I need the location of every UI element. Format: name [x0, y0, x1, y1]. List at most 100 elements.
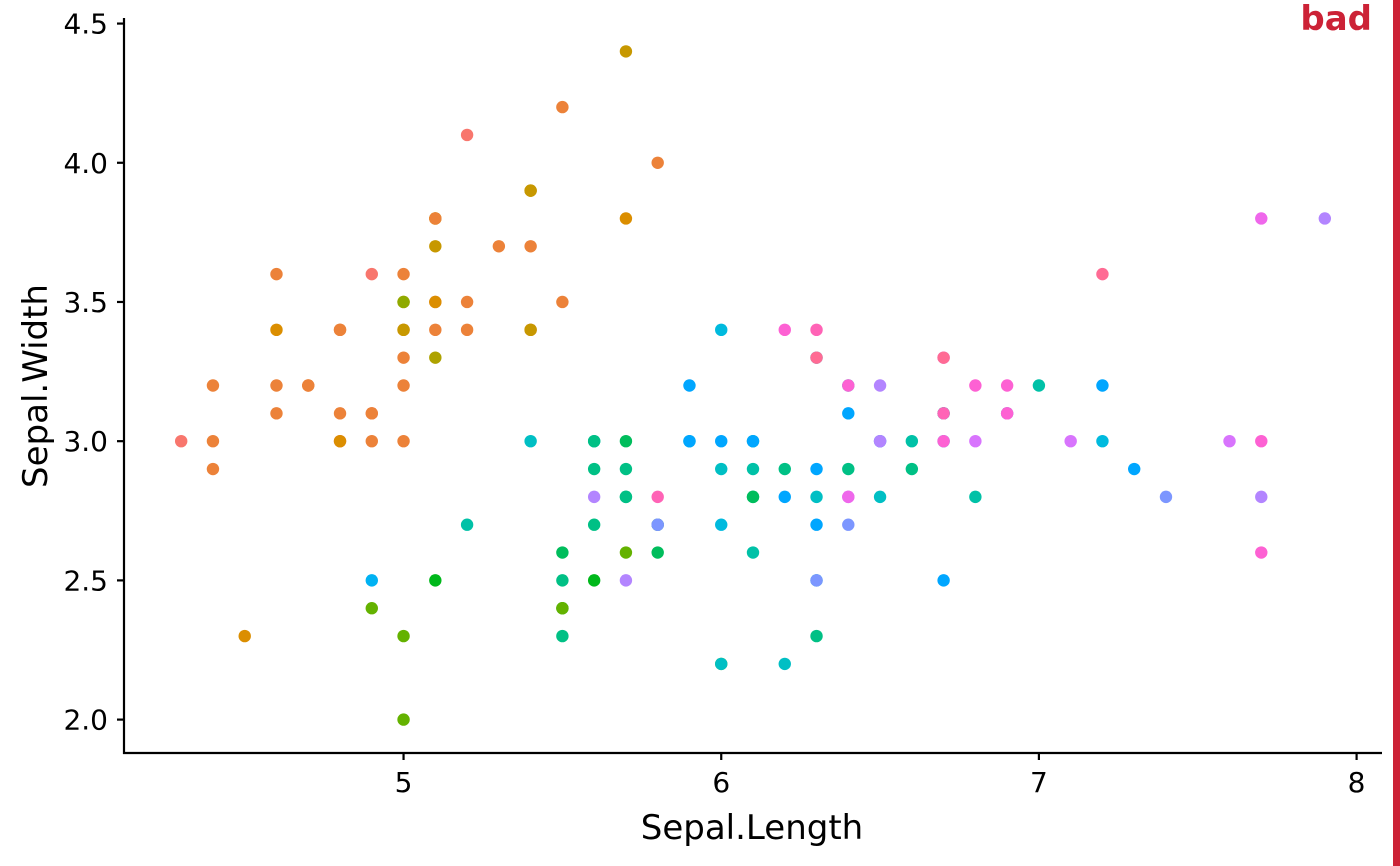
data-point: [842, 379, 855, 392]
data-point: [365, 602, 378, 615]
data-point: [969, 379, 982, 392]
data-point: [333, 407, 347, 420]
data-point: [810, 351, 823, 364]
data-point: [397, 351, 410, 364]
data-point: [810, 490, 823, 504]
data-point: [429, 295, 442, 309]
data-point: [715, 323, 728, 337]
data-point: [556, 100, 569, 114]
y-tick-label: 3.0: [63, 425, 108, 458]
data-point: [333, 434, 347, 448]
data-point: [397, 323, 410, 337]
data-point: [842, 518, 855, 531]
data-point: [397, 629, 410, 643]
y-tick-label: 4.0: [63, 147, 108, 180]
data-point: [492, 240, 506, 253]
data-point: [937, 351, 950, 364]
data-point: [587, 574, 601, 587]
data-point: [524, 434, 537, 448]
data-point: [619, 490, 633, 504]
data-point: [429, 351, 442, 364]
data-point: [746, 490, 760, 504]
data-point: [746, 434, 760, 448]
data-point: [842, 462, 855, 476]
data-point: [937, 574, 950, 587]
data-point: [556, 602, 569, 615]
data-point: [429, 574, 442, 587]
data-point: [1255, 212, 1268, 225]
bad-label: bad: [1300, 0, 1372, 39]
data-point: [715, 462, 728, 476]
data-point: [683, 379, 696, 392]
data-point: [1096, 434, 1109, 448]
data-point: [365, 574, 378, 587]
data-point: [619, 434, 633, 448]
x-tick-label: 7: [1030, 766, 1048, 799]
data-point: [1000, 379, 1014, 392]
data-point: [270, 379, 283, 392]
data-point: [365, 407, 378, 420]
data-point: [270, 323, 283, 337]
data-point: [651, 546, 664, 559]
data-point: [302, 379, 315, 392]
data-point: [778, 657, 791, 671]
data-point: [206, 379, 220, 392]
data-point: [1223, 434, 1236, 448]
data-point: [429, 212, 442, 225]
data-point: [810, 462, 823, 476]
x-tick-label: 5: [395, 766, 413, 799]
data-point: [778, 462, 791, 476]
data-point: [460, 128, 474, 142]
data-point: [1000, 407, 1014, 420]
data-point: [746, 546, 760, 559]
data-point: [270, 407, 283, 420]
data-point: [619, 462, 633, 476]
data-point: [905, 462, 919, 476]
data-point: [683, 434, 696, 448]
data-point: [397, 713, 410, 726]
data-point: [1096, 379, 1109, 392]
data-point: [587, 434, 601, 448]
y-axis-title: Sepal.Width: [16, 284, 56, 488]
y-tick-label: 4.5: [63, 8, 108, 41]
data-point: [937, 407, 950, 420]
data-point: [778, 490, 791, 504]
data-point: [556, 295, 569, 309]
data-point: [810, 323, 823, 337]
y-tick-label: 2.5: [63, 564, 108, 597]
data-point: [556, 629, 569, 643]
data-point: [556, 574, 569, 587]
data-point: [365, 434, 378, 448]
data-point: [1096, 267, 1109, 281]
data-point: [619, 45, 633, 58]
data-point: [937, 434, 950, 448]
data-point: [365, 267, 378, 281]
data-point: [460, 323, 474, 337]
data-point: [1128, 462, 1141, 476]
data-point: [238, 629, 251, 643]
x-axis-title: Sepal.Length: [641, 808, 863, 848]
data-point: [715, 518, 728, 531]
data-point: [1255, 546, 1268, 559]
data-point: [842, 407, 855, 420]
data-point: [397, 434, 410, 448]
data-point: [651, 490, 664, 504]
data-point: [174, 434, 188, 448]
data-point: [1064, 434, 1077, 448]
data-point: [524, 184, 537, 197]
data-point: [429, 240, 442, 253]
data-point: [397, 379, 410, 392]
data-point: [810, 518, 823, 531]
x-tick-label: 6: [712, 766, 730, 799]
data-point: [270, 267, 283, 281]
data-point: [873, 490, 887, 504]
data-point: [873, 434, 887, 448]
points-layer: [174, 45, 1332, 726]
data-point: [1318, 212, 1332, 225]
data-point: [429, 323, 442, 337]
data-point: [587, 490, 601, 504]
data-point: [556, 546, 569, 559]
data-point: [206, 462, 220, 476]
y-tick-label: 2.0: [63, 704, 108, 737]
